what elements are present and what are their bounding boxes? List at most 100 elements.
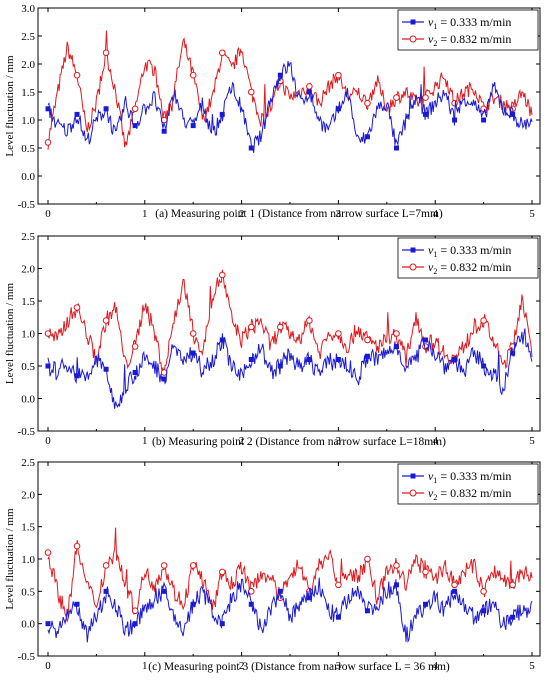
- y-tick-label: 2.0: [21, 489, 35, 501]
- panel-caption: (c) Measuring point 3 (Distance from nar…: [148, 661, 450, 673]
- legend-subscript: 2: [433, 267, 437, 276]
- legend-subscript: 1: [433, 22, 437, 31]
- x-tick-label: 3: [336, 208, 342, 220]
- v2-marker: [451, 581, 458, 589]
- v1-marker: [393, 582, 399, 588]
- v1-marker: [510, 111, 516, 117]
- v2-marker: [364, 99, 371, 107]
- x-tick-label: 5: [529, 660, 535, 672]
- legend-symbol: v: [428, 15, 434, 29]
- v2-marker: [480, 588, 487, 595]
- x-tick-label: 3: [336, 435, 342, 447]
- v1-marker: [74, 111, 80, 117]
- legend-symbol: v: [428, 469, 434, 483]
- series-line-v1: [47, 577, 533, 643]
- v2-marker: [131, 607, 139, 615]
- y-tick-label: -0.5: [18, 651, 36, 663]
- legend-label-v1: v1 = 0.333 m/min: [428, 469, 511, 485]
- legend-symbol: v: [428, 486, 434, 500]
- v1-marker: [277, 363, 283, 369]
- x-tick-label: 1: [142, 208, 148, 220]
- y-tick-label: 1.5: [21, 522, 35, 534]
- y-tick-label: -0.5: [18, 426, 36, 438]
- v2-marker: [218, 568, 226, 576]
- v1-marker: [481, 608, 487, 614]
- v2-marker: [335, 330, 342, 337]
- v1-marker: [45, 106, 51, 112]
- v2-marker: [277, 323, 284, 331]
- chart-panel-2: 2.5 2.0 1.5 1.0 0.5 0.0 -0.5 0 1 2 3 4 5 Level fluctu…: [4, 231, 541, 448]
- v1-marker: [248, 601, 254, 607]
- v2-marker: [131, 343, 139, 350]
- y-tick-label: 2.5: [21, 231, 35, 243]
- v2-marker: [364, 336, 371, 344]
- v2-marker: [73, 304, 81, 311]
- v1-marker: [161, 376, 167, 382]
- x-tick-label: 1: [142, 660, 148, 672]
- v2-marker: [73, 71, 81, 79]
- v2-marker: [102, 317, 110, 324]
- v1-marker: [103, 366, 109, 372]
- y-axis-label: Level fluctuation / mm: [4, 283, 16, 385]
- x-tick-label: 1: [142, 435, 148, 447]
- legend-symbol: v: [428, 260, 434, 274]
- legend-value: = 0.832 m/min: [437, 486, 511, 500]
- v1-marker: [335, 614, 341, 620]
- y-tick-label: 2.5: [21, 31, 35, 43]
- v1-marker: [335, 357, 341, 362]
- legend-value: = 0.333 m/min: [437, 15, 511, 29]
- legend-value: = 0.832 m/min: [437, 32, 511, 46]
- v1-marker: [335, 106, 341, 112]
- y-tick-label: 2.5: [21, 457, 35, 469]
- v2-marker: [335, 581, 342, 589]
- v1-marker: [452, 588, 458, 594]
- legend-value: = 0.333 m/min: [437, 243, 511, 257]
- y-tick-label: 2.0: [21, 264, 35, 276]
- v1-marker: [277, 72, 283, 78]
- v1-marker: [306, 595, 312, 601]
- legend-v2-marker: [409, 489, 417, 497]
- y-tick-label: 0.0: [21, 171, 35, 183]
- legend-subscript: 2: [433, 493, 437, 502]
- v2-marker: [131, 105, 139, 113]
- x-tick-label: 0: [45, 660, 51, 672]
- x-tick-label: 0: [45, 435, 51, 447]
- chart-panel-3: 2.5 2.0 1.5 1.0 0.5 0.0 -0.5 0 1 2 3 4 5 Level fluctu…: [4, 457, 541, 673]
- v2-marker: [509, 581, 516, 589]
- v2-marker: [44, 330, 52, 337]
- v1-marker: [161, 588, 167, 594]
- x-tick-label: 2: [239, 435, 245, 447]
- panel-caption: (b) Measuring point 2 (Distance from nar…: [152, 436, 446, 448]
- v1-marker: [219, 337, 225, 343]
- v1-marker: [248, 145, 254, 151]
- v1-marker: [132, 370, 138, 375]
- legend-subscript: 1: [433, 250, 437, 259]
- legend-v1-marker: [410, 247, 416, 253]
- series-line-v1: [47, 328, 533, 409]
- v1-marker: [364, 608, 370, 614]
- v2-marker: [306, 83, 313, 90]
- x-tick-label: 4: [432, 208, 438, 220]
- v1-marker: [423, 337, 429, 343]
- legend-symbol: v: [428, 32, 434, 46]
- legend-label-v1: v1 = 0.333 m/min: [428, 243, 511, 259]
- y-tick-label: 1.0: [21, 115, 35, 127]
- y-tick-label: 0.5: [21, 143, 35, 155]
- legend-v2-marker: [409, 263, 417, 271]
- v2-marker: [335, 71, 342, 79]
- v2-marker: [422, 568, 429, 576]
- v1-marker: [219, 111, 225, 117]
- legend-label-v2: v2 = 0.832 m/min: [428, 260, 511, 276]
- legend-subscript: 1: [433, 476, 437, 485]
- series-line-v2: [47, 527, 533, 623]
- y-tick-label: 3.0: [21, 3, 35, 15]
- legend-v1-marker: [410, 473, 416, 479]
- x-tick-label: 3: [336, 660, 342, 672]
- y-tick-label: 2.0: [21, 59, 35, 71]
- v1-marker: [423, 601, 429, 607]
- x-tick-label: 4: [432, 660, 438, 672]
- legend-label-v2: v2 = 0.832 m/min: [428, 486, 511, 502]
- v1-marker: [364, 134, 370, 140]
